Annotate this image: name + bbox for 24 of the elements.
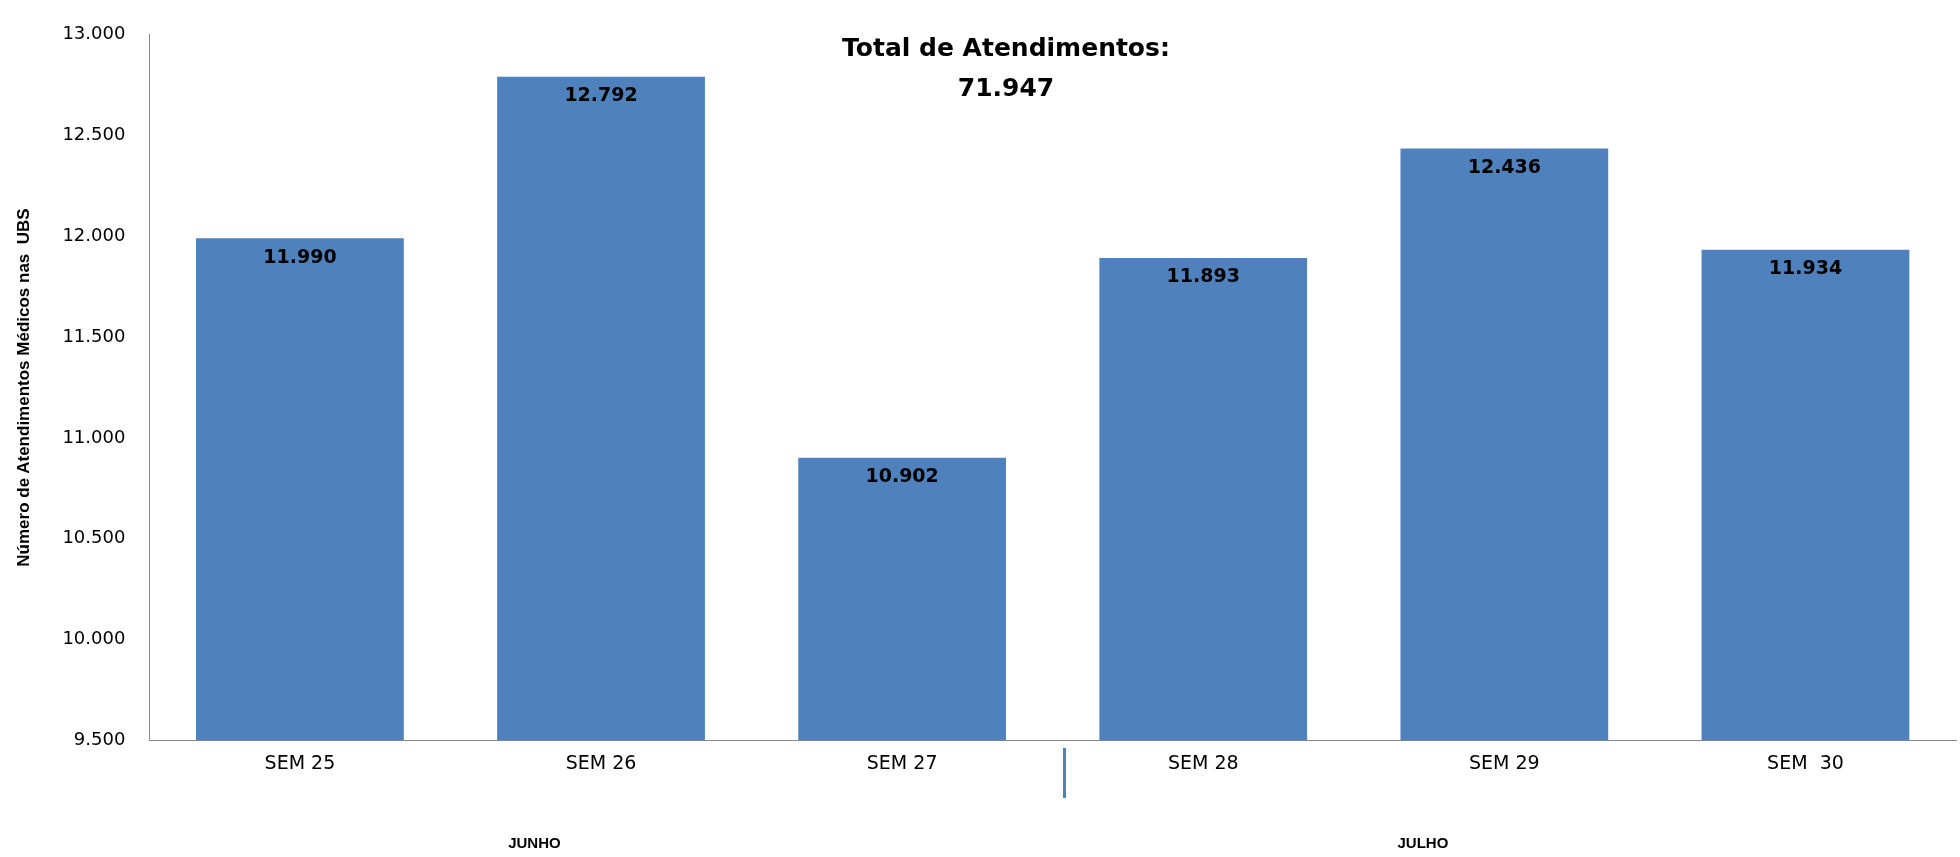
text: JULHO — [1397, 834, 1449, 851]
y-tick-label: 11.000 — [62, 425, 126, 447]
data-label: 11.893 — [1166, 264, 1240, 287]
text: JUNHO — [508, 834, 561, 851]
y-tick-label: 10.500 — [62, 526, 126, 548]
y-tick-label: 11.500 — [62, 324, 126, 346]
y-tick-label: 10.000 — [62, 627, 126, 649]
y-tick-label: 12.500 — [62, 123, 126, 145]
y-tick-label: 13.000 — [62, 22, 126, 44]
y-tick-label: 12.000 — [62, 224, 126, 246]
data-label: 12.792 — [564, 83, 638, 106]
x-tick-label: SEM 29 — [1469, 750, 1540, 773]
data-label: 11.934 — [1768, 256, 1843, 279]
y-tick-label: 9.500 — [73, 727, 126, 749]
data-label: 10.902 — [865, 464, 939, 487]
x-tick-label: SEM 25 — [264, 750, 336, 773]
data-label: 11.990 — [263, 244, 337, 267]
y-axis-title: Número de Atendimentos Médicos nas UBS — [13, 208, 33, 567]
x-tick-label: SEM 26 — [565, 750, 637, 773]
data-label: 12.436 — [1467, 154, 1542, 177]
x-tick-label: SEM 30 — [1767, 750, 1844, 773]
x-tick-label: SEM 28 — [1167, 750, 1239, 773]
text: Total de Atendimentos: 71.947 — [841, 32, 1171, 104]
x-tick-label: SEM 27 — [866, 750, 938, 773]
